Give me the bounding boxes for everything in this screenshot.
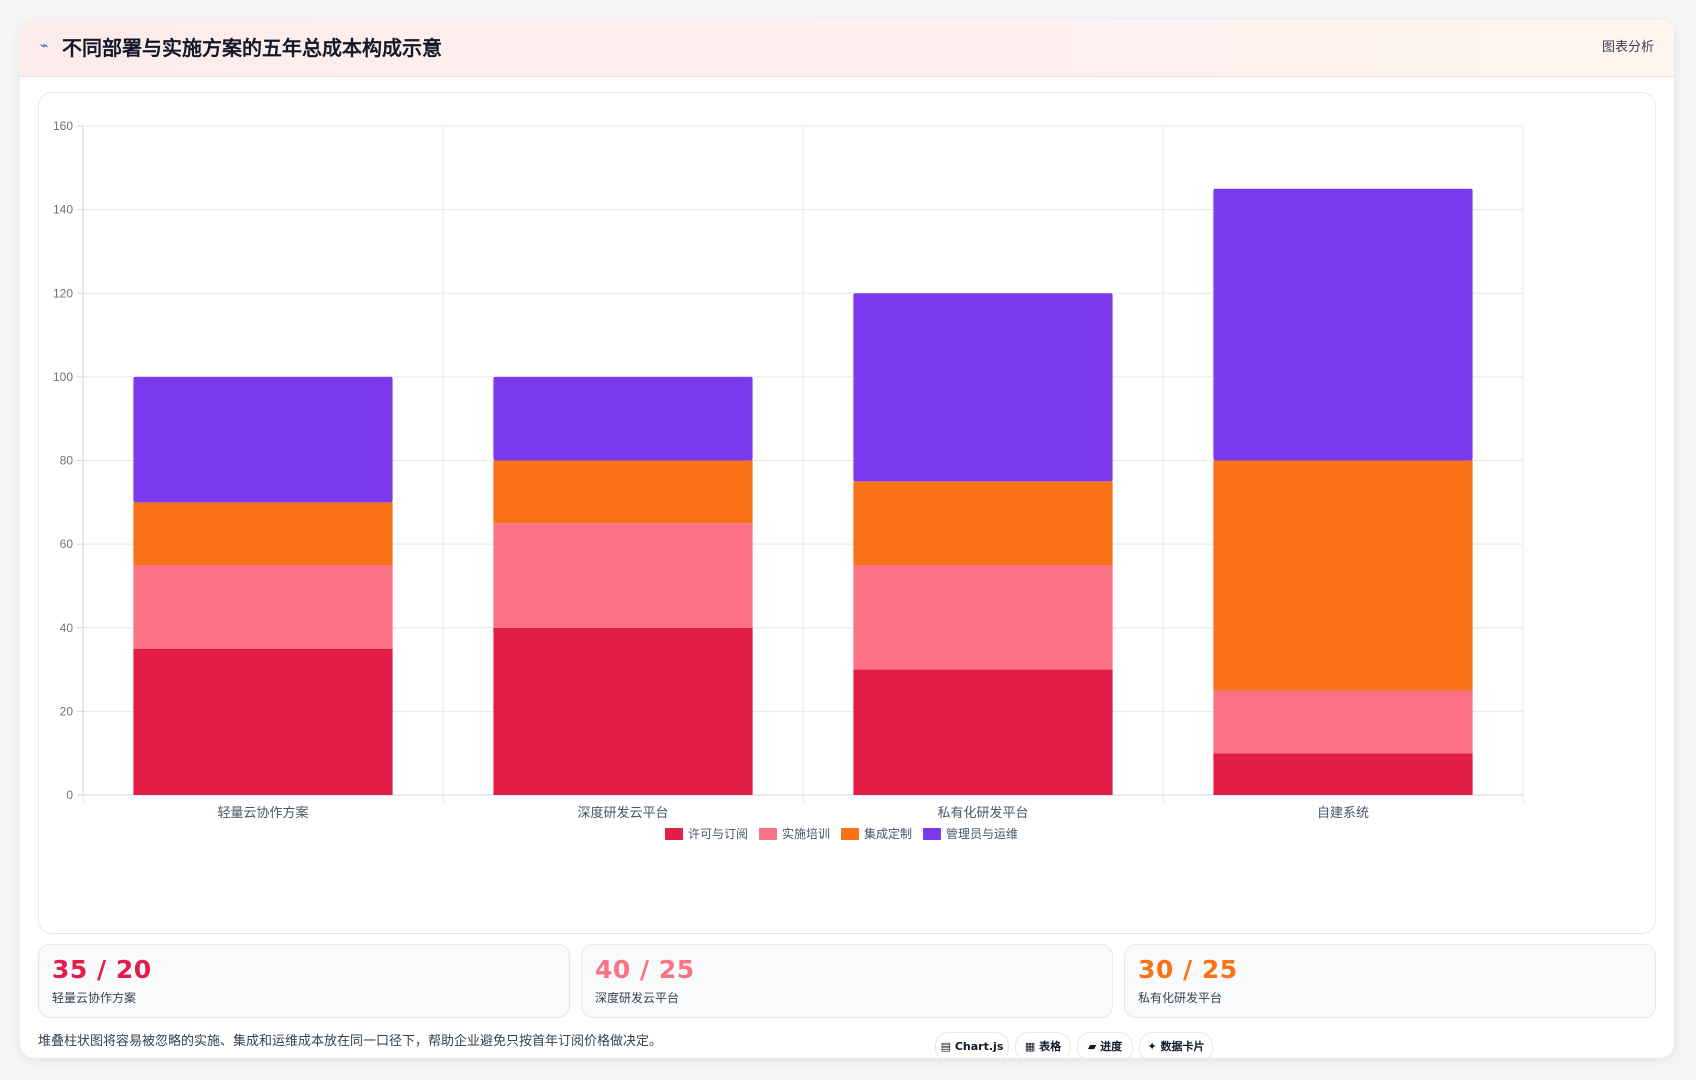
- x-tick-label: 深度研发云平台: [577, 805, 668, 820]
- bar-segment: [133, 648, 393, 795]
- stat-label: 深度研发云平台: [595, 991, 680, 1005]
- bar-segment: [493, 523, 753, 628]
- y-tick-label: 60: [60, 537, 74, 551]
- x-tick-label: 轻量云协作方案: [217, 805, 308, 820]
- y-tick-label: 0: [66, 788, 73, 802]
- bar-segment: [133, 565, 393, 649]
- chart-title: 不同部署与实施方案的五年总成本构成示意: [62, 36, 442, 60]
- y-tick-label: 100: [53, 370, 73, 384]
- y-tick-label: 140: [53, 203, 73, 217]
- stat-value: 30 / 25: [1138, 955, 1238, 984]
- legend-swatch: [841, 828, 859, 840]
- legend-label: 实施培训: [782, 826, 830, 841]
- y-tick-label: 120: [53, 286, 73, 300]
- chart-panel: 0 20 40 60 80 100 120 140 160 轻量云协作方案 深度研发云平台 私有化研发…: [38, 92, 1656, 934]
- chart-card: ⌁ 不同部署与实施方案的五年总成本构成示意 图表分析 0 20 40 60 80 100 1…: [20, 20, 1674, 1058]
- chip-chartjs[interactable]: ▤ Chart.js: [935, 1032, 1009, 1058]
- progress-icon: ▰: [1087, 1040, 1097, 1053]
- chip-progress[interactable]: ▰ 进度: [1077, 1032, 1133, 1058]
- bar-segment: [493, 460, 753, 524]
- footer-note: 堆叠柱状图将容易被忽略的实施、集成和运维成本放在同一口径下，帮助企业避免只按首年…: [38, 1034, 663, 1049]
- y-tick-label: 40: [60, 621, 74, 635]
- x-tick-label: 私有化研发平台: [937, 805, 1028, 820]
- stat-card-0: 35 / 20 轻量云协作方案: [38, 944, 570, 1018]
- chip-data-card[interactable]: ✦ 数据卡片: [1139, 1032, 1213, 1058]
- legend-label: 管理员与运维: [946, 826, 1018, 841]
- bar-segment: [493, 627, 753, 795]
- x-tick-label: 自建系统: [1317, 805, 1369, 820]
- bar-segment: [853, 481, 1113, 566]
- bar-segment: [1213, 460, 1473, 691]
- chip-label: 数据卡片: [1160, 1040, 1205, 1053]
- stat-card-2: 30 / 25 私有化研发平台: [1124, 944, 1656, 1018]
- legend-swatch: [923, 828, 941, 840]
- card-header: ⌁ 不同部署与实施方案的五年总成本构成示意 图表分析: [20, 20, 1674, 77]
- bar-segment: [853, 293, 1113, 482]
- bar-segment: [493, 376, 753, 461]
- stat-label: 轻量云协作方案: [52, 991, 137, 1005]
- y-tick-label: 80: [60, 454, 74, 468]
- bar-segment: [133, 376, 393, 503]
- bar-segment: [1213, 753, 1473, 795]
- stat-card-1: 40 / 25 深度研发云平台: [581, 944, 1113, 1018]
- chart-analysis-link[interactable]: 图表分析: [1601, 40, 1654, 55]
- stat-value: 40 / 25: [595, 955, 695, 984]
- trend-line-icon: ⌁: [40, 38, 49, 54]
- legend-label: 集成定制: [864, 826, 912, 841]
- bar-segment: [853, 669, 1113, 795]
- chip-label: 进度: [1100, 1040, 1123, 1053]
- chip-table[interactable]: ▦ 表格: [1015, 1032, 1071, 1058]
- chip-label: 表格: [1039, 1040, 1062, 1053]
- chip-label: Chart.js: [954, 1040, 1004, 1053]
- legend-swatch: [759, 828, 777, 840]
- y-tick-label: 160: [53, 119, 73, 133]
- chart-icon: ▤: [940, 1040, 952, 1053]
- table-icon: ▦: [1024, 1040, 1036, 1053]
- stacked-bar-chart: 0 20 40 60 80 100 120 140 160 轻量云协作方案 深度研发云平台 私有化研发…: [53, 119, 1524, 841]
- y-tick-label: 20: [60, 704, 74, 718]
- stat-value: 35 / 20: [52, 955, 152, 984]
- stat-label: 私有化研发平台: [1138, 991, 1223, 1005]
- bar-segment: [133, 502, 393, 566]
- bar-segment: [1213, 188, 1473, 461]
- bar-segment: [1213, 690, 1473, 754]
- sparkle-icon: ✦: [1147, 1040, 1157, 1053]
- legend-label: 许可与订阅: [688, 827, 748, 841]
- legend-swatch: [665, 828, 683, 840]
- bar-segment: [853, 565, 1113, 670]
